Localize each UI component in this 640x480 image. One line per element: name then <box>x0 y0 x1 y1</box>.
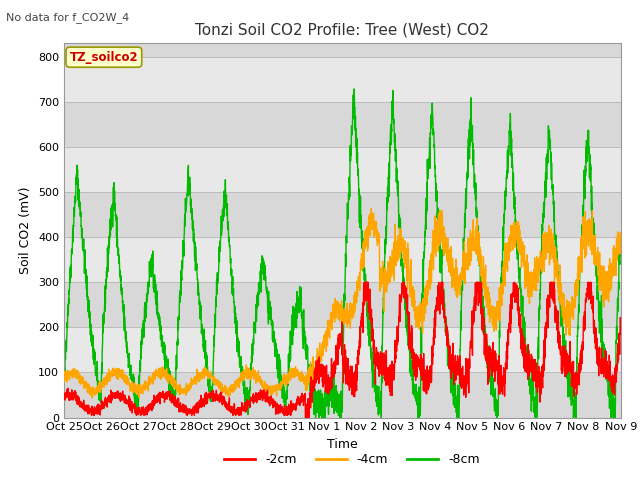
Bar <box>64 102 621 147</box>
Bar <box>64 192 621 237</box>
Text: No data for f_CO2W_4: No data for f_CO2W_4 <box>6 12 130 23</box>
Bar <box>64 282 621 327</box>
Text: TZ_soilco2: TZ_soilco2 <box>70 51 138 64</box>
Legend: -2cm, -4cm, -8cm: -2cm, -4cm, -8cm <box>219 448 485 471</box>
X-axis label: Time: Time <box>327 438 358 451</box>
Bar <box>64 147 621 192</box>
Y-axis label: Soil CO2 (mV): Soil CO2 (mV) <box>19 187 33 274</box>
Bar <box>64 327 621 372</box>
Bar <box>64 372 621 418</box>
Title: Tonzi Soil CO2 Profile: Tree (West) CO2: Tonzi Soil CO2 Profile: Tree (West) CO2 <box>195 23 490 38</box>
Bar <box>64 57 621 102</box>
Bar <box>64 237 621 282</box>
